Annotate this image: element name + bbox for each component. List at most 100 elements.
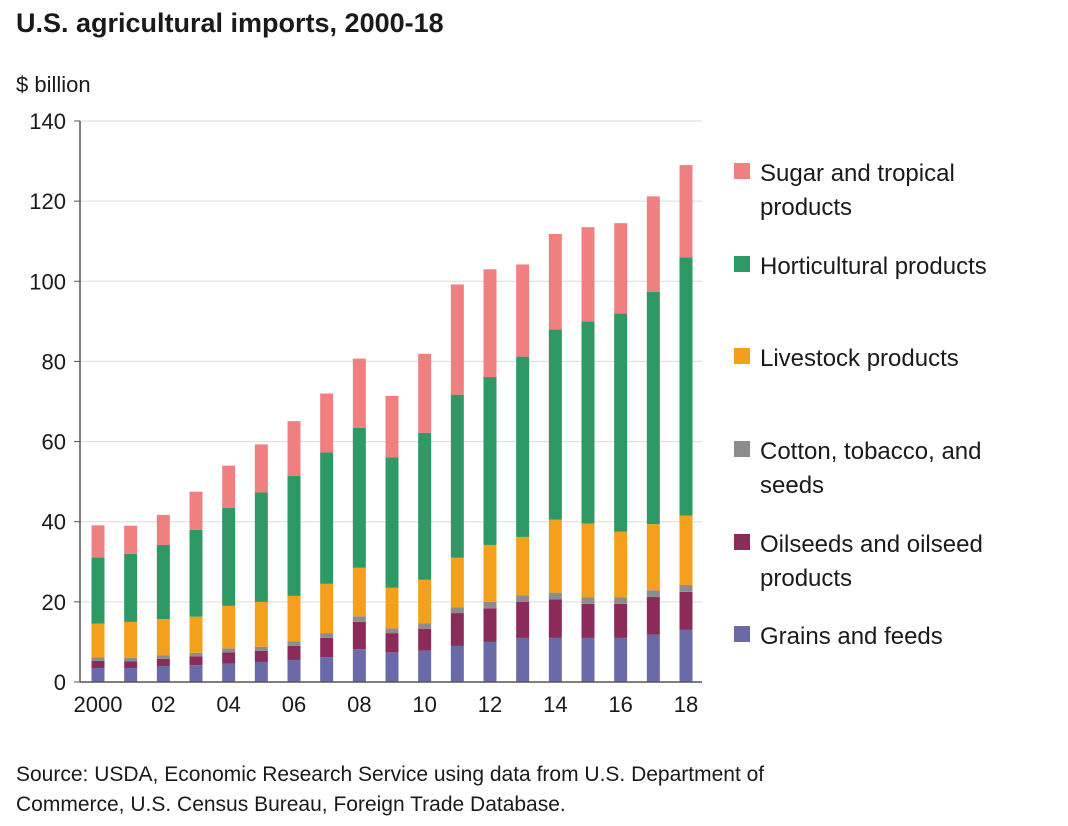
bar-segment-oilseeds-and-oilseed-products-2006	[287, 645, 301, 660]
legend-label-oilseeds-and-oilseed-products: Oilseeds and oilseed	[760, 531, 983, 558]
bar-segment-oilseeds-and-oilseed-products-2000	[91, 660, 105, 668]
bar-segment-livestock-products-2017	[646, 524, 660, 591]
bar-segment-sugar-and-tropical-products-2000	[91, 525, 105, 558]
x-tick-label: 02	[151, 692, 175, 717]
bar-segment-sugar-and-tropical-products-2015	[581, 227, 595, 322]
y-tick-labels: 0 20 40 60 80 100 120 140	[29, 109, 66, 695]
bar-segment-oilseeds-and-oilseed-products-2007	[320, 637, 334, 658]
bar-segment-cotton-tobacco-and-seeds-2006	[287, 641, 301, 646]
bar-segment-livestock-products-2004	[222, 605, 236, 649]
bar-segment-oilseeds-and-oilseed-products-2011	[450, 613, 464, 646]
legend-swatch-livestock-products	[734, 348, 750, 364]
bar-segment-grains-and-feeds-2005	[254, 661, 268, 682]
legend-label-oilseeds-and-oilseed-products: products	[760, 565, 852, 592]
bar-segment-cotton-tobacco-and-seeds-2005	[254, 646, 268, 651]
source-line-2: Commerce, U.S. Census Bureau, Foreign Tr…	[16, 793, 566, 816]
legend-label-sugar-and-tropical-products: Sugar and tropical	[760, 160, 955, 187]
bar-segment-oilseeds-and-oilseed-products-2012	[483, 608, 497, 642]
bar-segment-livestock-products-2011	[450, 557, 464, 608]
y-tick-label: 60	[42, 430, 66, 455]
y-tick-label: 100	[29, 269, 66, 294]
bar-segment-horticultural-products-2007	[320, 452, 334, 584]
x-tick-label: 04	[216, 692, 240, 717]
bar-segment-horticultural-products-2010	[418, 432, 432, 580]
bar-segment-sugar-and-tropical-products-2004	[222, 465, 236, 508]
bar-segment-horticultural-products-2015	[581, 321, 595, 524]
bar-segment-cotton-tobacco-and-seeds-2013	[516, 595, 530, 602]
bar-segment-oilseeds-and-oilseed-products-2015	[581, 603, 595, 638]
x-tick-label: 16	[608, 692, 632, 717]
source-line-1: Source: USDA, Economic Research Service …	[16, 763, 765, 786]
x-tick-label: 14	[543, 692, 567, 717]
bar-segment-horticultural-products-2009	[385, 457, 399, 588]
bar-segment-cotton-tobacco-and-seeds-2000	[91, 657, 105, 661]
bar-segment-oilseeds-and-oilseed-products-2017	[646, 597, 660, 635]
bar-segment-grains-and-feeds-2002	[156, 665, 170, 682]
bar-segment-livestock-products-2008	[352, 567, 366, 617]
bar-segment-cotton-tobacco-and-seeds-2017	[646, 590, 660, 598]
bar-segment-horticultural-products-2001	[124, 553, 138, 622]
bar-segment-sugar-and-tropical-products-2013	[516, 264, 530, 357]
bar-segment-sugar-and-tropical-products-2008	[352, 358, 366, 428]
bar-segment-grains-and-feeds-2014	[548, 637, 562, 682]
bar-segment-horticultural-products-2011	[450, 394, 464, 558]
bar-segment-oilseeds-and-oilseed-products-2003	[189, 656, 203, 666]
legend-swatch-grains-and-feeds	[734, 626, 750, 642]
chart-title: U.S. agricultural imports, 2000-18	[16, 8, 444, 38]
bar-segment-horticultural-products-2017	[646, 291, 660, 525]
legend-swatch-horticultural-products	[734, 256, 750, 272]
bar-segment-sugar-and-tropical-products-2012	[483, 269, 497, 378]
bar-segment-livestock-products-2010	[418, 579, 432, 624]
legend-swatch-oilseeds-and-oilseed-products	[734, 534, 750, 550]
x-tick-label: 2000	[74, 692, 123, 717]
source-note: Source: USDA, Economic Research Service …	[16, 760, 1016, 820]
bar-segment-oilseeds-and-oilseed-products-2005	[254, 650, 268, 662]
bar-segment-livestock-products-2005	[254, 601, 268, 647]
bar-segment-sugar-and-tropical-products-2009	[385, 395, 399, 458]
bar-segment-grains-and-feeds-2004	[222, 663, 236, 682]
bar-segment-grains-and-feeds-2003	[189, 665, 203, 682]
bar-segment-oilseeds-and-oilseed-products-2014	[548, 599, 562, 638]
bar-segment-grains-and-feeds-2007	[320, 657, 334, 682]
bar-segment-livestock-products-2000	[91, 623, 105, 658]
bar-segment-grains-and-feeds-2011	[450, 645, 464, 682]
bar-segment-cotton-tobacco-and-seeds-2010	[418, 623, 432, 629]
bar-segment-sugar-and-tropical-products-2014	[548, 234, 562, 330]
bar-segment-horticultural-products-2012	[483, 377, 497, 545]
bar-segment-grains-and-feeds-2012	[483, 641, 497, 682]
bar-segment-grains-and-feeds-2018	[679, 629, 693, 682]
bar-segment-cotton-tobacco-and-seeds-2003	[189, 652, 203, 657]
bar-segment-horticultural-products-2008	[352, 427, 366, 568]
bar-segment-horticultural-products-2000	[91, 557, 105, 624]
bar-segment-cotton-tobacco-and-seeds-2014	[548, 592, 562, 600]
legend-label-sugar-and-tropical-products: products	[760, 194, 852, 221]
legend-label-horticultural-products: Horticultural products	[760, 253, 987, 280]
legend-label-cotton-tobacco-and-seeds: seeds	[760, 472, 824, 499]
bar-segment-grains-and-feeds-2017	[646, 634, 660, 682]
bar-segment-cotton-tobacco-and-seeds-2018	[679, 585, 693, 592]
bar-segment-grains-and-feeds-2015	[581, 637, 595, 682]
bar-segment-livestock-products-2001	[124, 621, 138, 658]
bar-segment-horticultural-products-2014	[548, 329, 562, 520]
bar-segment-horticultural-products-2002	[156, 544, 170, 620]
bar-segment-cotton-tobacco-and-seeds-2012	[483, 601, 497, 609]
legend-label-livestock-products: Livestock products	[760, 345, 959, 372]
y-tick-label: 80	[42, 349, 66, 374]
bar-segment-oilseeds-and-oilseed-products-2018	[679, 591, 693, 630]
x-tick-label: 10	[412, 692, 436, 717]
y-tick-label: 120	[29, 189, 66, 214]
bar-segment-oilseeds-and-oilseed-products-2008	[352, 621, 366, 650]
bar-segment-cotton-tobacco-and-seeds-2002	[156, 655, 170, 659]
bar-segment-horticultural-products-2005	[254, 492, 268, 602]
bar-segment-oilseeds-and-oilseed-products-2001	[124, 661, 138, 668]
x-tick-label: 06	[282, 692, 306, 717]
x-tick-label: 12	[478, 692, 502, 717]
y-tick-label: 20	[42, 590, 66, 615]
bar-segment-horticultural-products-2006	[287, 476, 301, 596]
bar-segment-grains-and-feeds-2000	[91, 667, 105, 682]
bar-segment-horticultural-products-2004	[222, 507, 236, 606]
bar-segment-sugar-and-tropical-products-2011	[450, 284, 464, 395]
bar-segment-livestock-products-2006	[287, 595, 301, 642]
bar-segment-grains-and-feeds-2006	[287, 659, 301, 682]
